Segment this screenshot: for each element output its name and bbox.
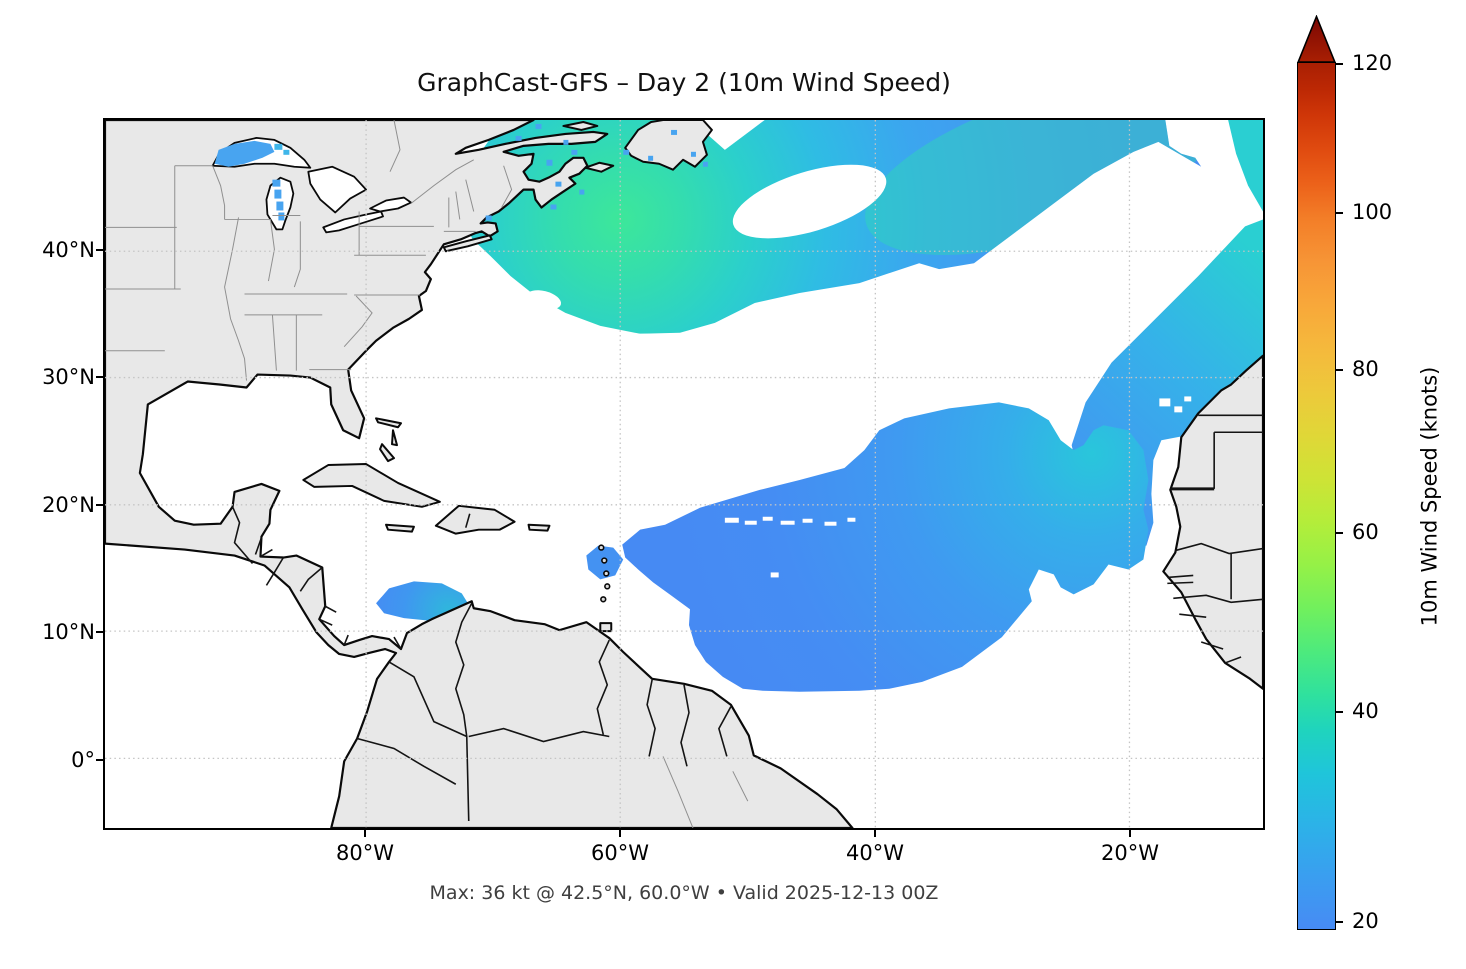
y-tick-label-20n: 20°N bbox=[42, 493, 95, 517]
newfoundland-island bbox=[624, 120, 713, 171]
wind-band-trade-winds bbox=[622, 402, 1149, 692]
trade-band-calm-dashes bbox=[724, 516, 856, 578]
calm-notch bbox=[525, 290, 562, 310]
y-tickmark-40n bbox=[96, 249, 103, 251]
cb-tick-label-20: 20 bbox=[1352, 909, 1379, 933]
trinidad-island bbox=[599, 622, 613, 633]
long-island bbox=[442, 234, 493, 253]
land-layer bbox=[105, 120, 1263, 828]
y-tickmark-30n bbox=[96, 376, 103, 378]
y-tickmark-20n bbox=[96, 504, 103, 506]
plot-title: GraphCast-GFS – Day 2 (10m Wind Speed) bbox=[417, 68, 951, 97]
cb-tick-label-120: 120 bbox=[1352, 51, 1393, 75]
y-tick-label-40n: 40°N bbox=[42, 238, 95, 262]
cb-tick-label-60: 60 bbox=[1352, 520, 1379, 544]
prince-edward-island bbox=[584, 161, 615, 173]
colorbar-axis-label: 10m Wind Speed (knots) bbox=[1417, 366, 1442, 627]
cb-tickmark-120 bbox=[1335, 63, 1343, 65]
cb-tickmark-40 bbox=[1335, 711, 1343, 713]
x-tick-label-60w: 60°W bbox=[591, 841, 649, 865]
y-tickmark-10n bbox=[96, 631, 103, 633]
colorbar-extend-arrow bbox=[1297, 15, 1336, 63]
y-tick-label-0: 0° bbox=[71, 748, 95, 772]
cuba-island bbox=[302, 463, 441, 508]
state-borders bbox=[105, 120, 749, 828]
x-tickmark-80w bbox=[364, 830, 366, 837]
cb-tick-label-40: 40 bbox=[1352, 699, 1379, 723]
wind-blob-caribbean bbox=[376, 581, 470, 622]
map-canvas bbox=[105, 120, 1263, 828]
colorbar-gradient bbox=[1297, 62, 1336, 930]
cb-tickmark-60 bbox=[1335, 532, 1343, 534]
anticosti-island bbox=[562, 120, 599, 131]
cb-tickmark-100 bbox=[1335, 212, 1343, 214]
map-frame bbox=[103, 118, 1265, 830]
country-borders bbox=[231, 414, 1263, 822]
islands bbox=[302, 120, 713, 633]
x-tick-label-80w: 80°W bbox=[336, 841, 394, 865]
hispaniola-island bbox=[434, 504, 516, 535]
lake-ontario bbox=[369, 196, 412, 213]
cb-tick-label-80: 80 bbox=[1352, 357, 1379, 381]
x-tickmark-60w bbox=[619, 830, 621, 837]
bahamas-islands bbox=[375, 417, 402, 463]
cb-tickmark-80 bbox=[1335, 369, 1343, 371]
caption: Max: 36 kt @ 42.5°N, 60.0°W • Valid 2025… bbox=[429, 882, 939, 904]
canary-islands-specks bbox=[1159, 396, 1192, 413]
x-tick-label-40w: 40°W bbox=[846, 841, 904, 865]
y-tick-label-10n: 10°N bbox=[42, 620, 95, 644]
bermuda-speck bbox=[558, 346, 565, 352]
y-tickmark-0 bbox=[96, 759, 103, 761]
cb-tickmark-20 bbox=[1335, 921, 1343, 923]
calm-hole bbox=[732, 164, 887, 239]
americas-mainland bbox=[105, 120, 854, 828]
x-tickmark-40w bbox=[874, 830, 876, 837]
x-tick-label-20w: 20°W bbox=[1101, 841, 1159, 865]
wind-patch-corner bbox=[1228, 120, 1263, 212]
lake-erie bbox=[322, 210, 384, 234]
y-tick-label-30n: 30°N bbox=[42, 365, 95, 389]
lesser-antilles-dots bbox=[598, 544, 611, 603]
x-tickmark-20w bbox=[1129, 830, 1131, 837]
jamaica-island bbox=[385, 523, 415, 533]
wind-pixel-specks bbox=[214, 123, 708, 221]
lake-huron bbox=[307, 165, 367, 214]
cb-tick-label-100: 100 bbox=[1352, 200, 1393, 224]
gridlines bbox=[105, 120, 1263, 828]
puerto-rico-island bbox=[527, 523, 551, 532]
